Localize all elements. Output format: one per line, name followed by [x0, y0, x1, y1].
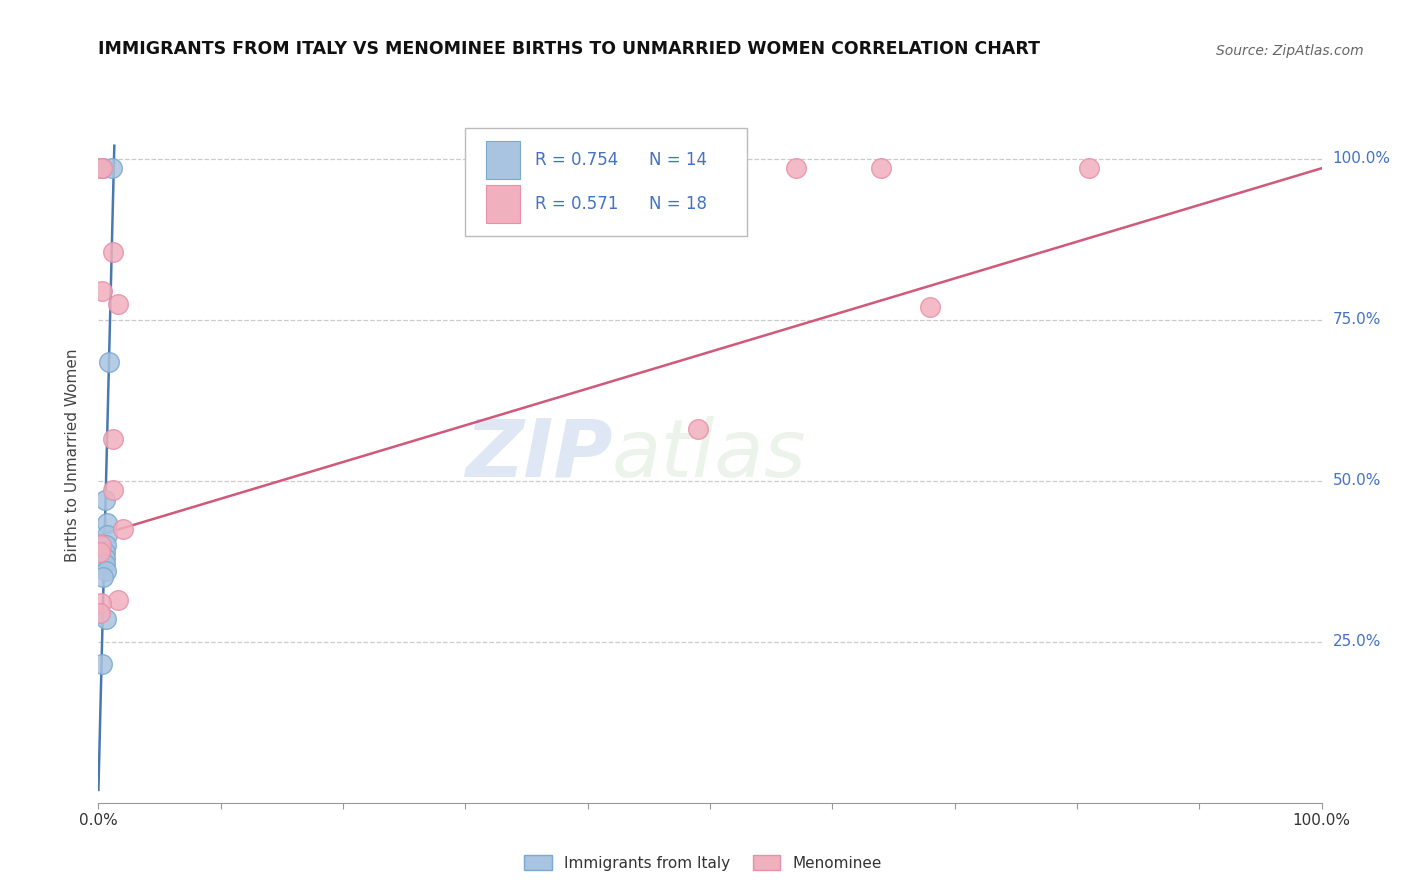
Point — [93, 551, 115, 566]
Text: 75.0%: 75.0% — [1333, 312, 1381, 327]
Point — [686, 422, 709, 436]
Point — [89, 161, 111, 176]
Point — [1078, 161, 1101, 176]
Point — [91, 657, 114, 672]
Text: atlas: atlas — [612, 416, 807, 494]
Point — [91, 570, 114, 584]
Point — [90, 538, 112, 552]
Point — [89, 606, 111, 620]
Point — [111, 522, 134, 536]
Point — [96, 528, 118, 542]
Point — [91, 284, 114, 298]
Text: ZIP: ZIP — [465, 416, 612, 494]
Text: R = 0.754: R = 0.754 — [536, 151, 619, 169]
Point — [101, 432, 124, 446]
Point — [94, 538, 117, 552]
Point — [91, 161, 114, 176]
Point — [107, 592, 129, 607]
Text: 25.0%: 25.0% — [1333, 634, 1381, 649]
Point — [101, 161, 124, 176]
Text: N = 18: N = 18 — [648, 195, 707, 213]
Point — [93, 544, 115, 558]
Text: R = 0.571: R = 0.571 — [536, 195, 619, 213]
Text: Source: ZipAtlas.com: Source: ZipAtlas.com — [1216, 44, 1364, 58]
Legend: Immigrants from Italy, Menominee: Immigrants from Italy, Menominee — [519, 851, 887, 875]
Point — [94, 564, 117, 578]
Point — [101, 483, 124, 498]
Point — [93, 558, 115, 572]
Point — [93, 493, 115, 508]
Point — [870, 161, 893, 176]
Point — [98, 354, 121, 368]
Text: 50.0%: 50.0% — [1333, 473, 1381, 488]
Point — [90, 596, 112, 610]
Point — [89, 544, 111, 558]
Point — [91, 161, 114, 176]
Y-axis label: Births to Unmarried Women: Births to Unmarried Women — [65, 348, 80, 562]
Point — [107, 296, 129, 310]
Point — [96, 516, 118, 530]
FancyBboxPatch shape — [465, 128, 747, 235]
Point — [920, 300, 942, 314]
Text: IMMIGRANTS FROM ITALY VS MENOMINEE BIRTHS TO UNMARRIED WOMEN CORRELATION CHART: IMMIGRANTS FROM ITALY VS MENOMINEE BIRTH… — [98, 40, 1040, 58]
Text: 100.0%: 100.0% — [1333, 151, 1391, 166]
Bar — [486, 141, 520, 178]
Point — [101, 244, 124, 259]
Point — [785, 161, 807, 176]
Point — [94, 612, 117, 626]
Bar — [486, 185, 520, 223]
Text: N = 14: N = 14 — [648, 151, 707, 169]
